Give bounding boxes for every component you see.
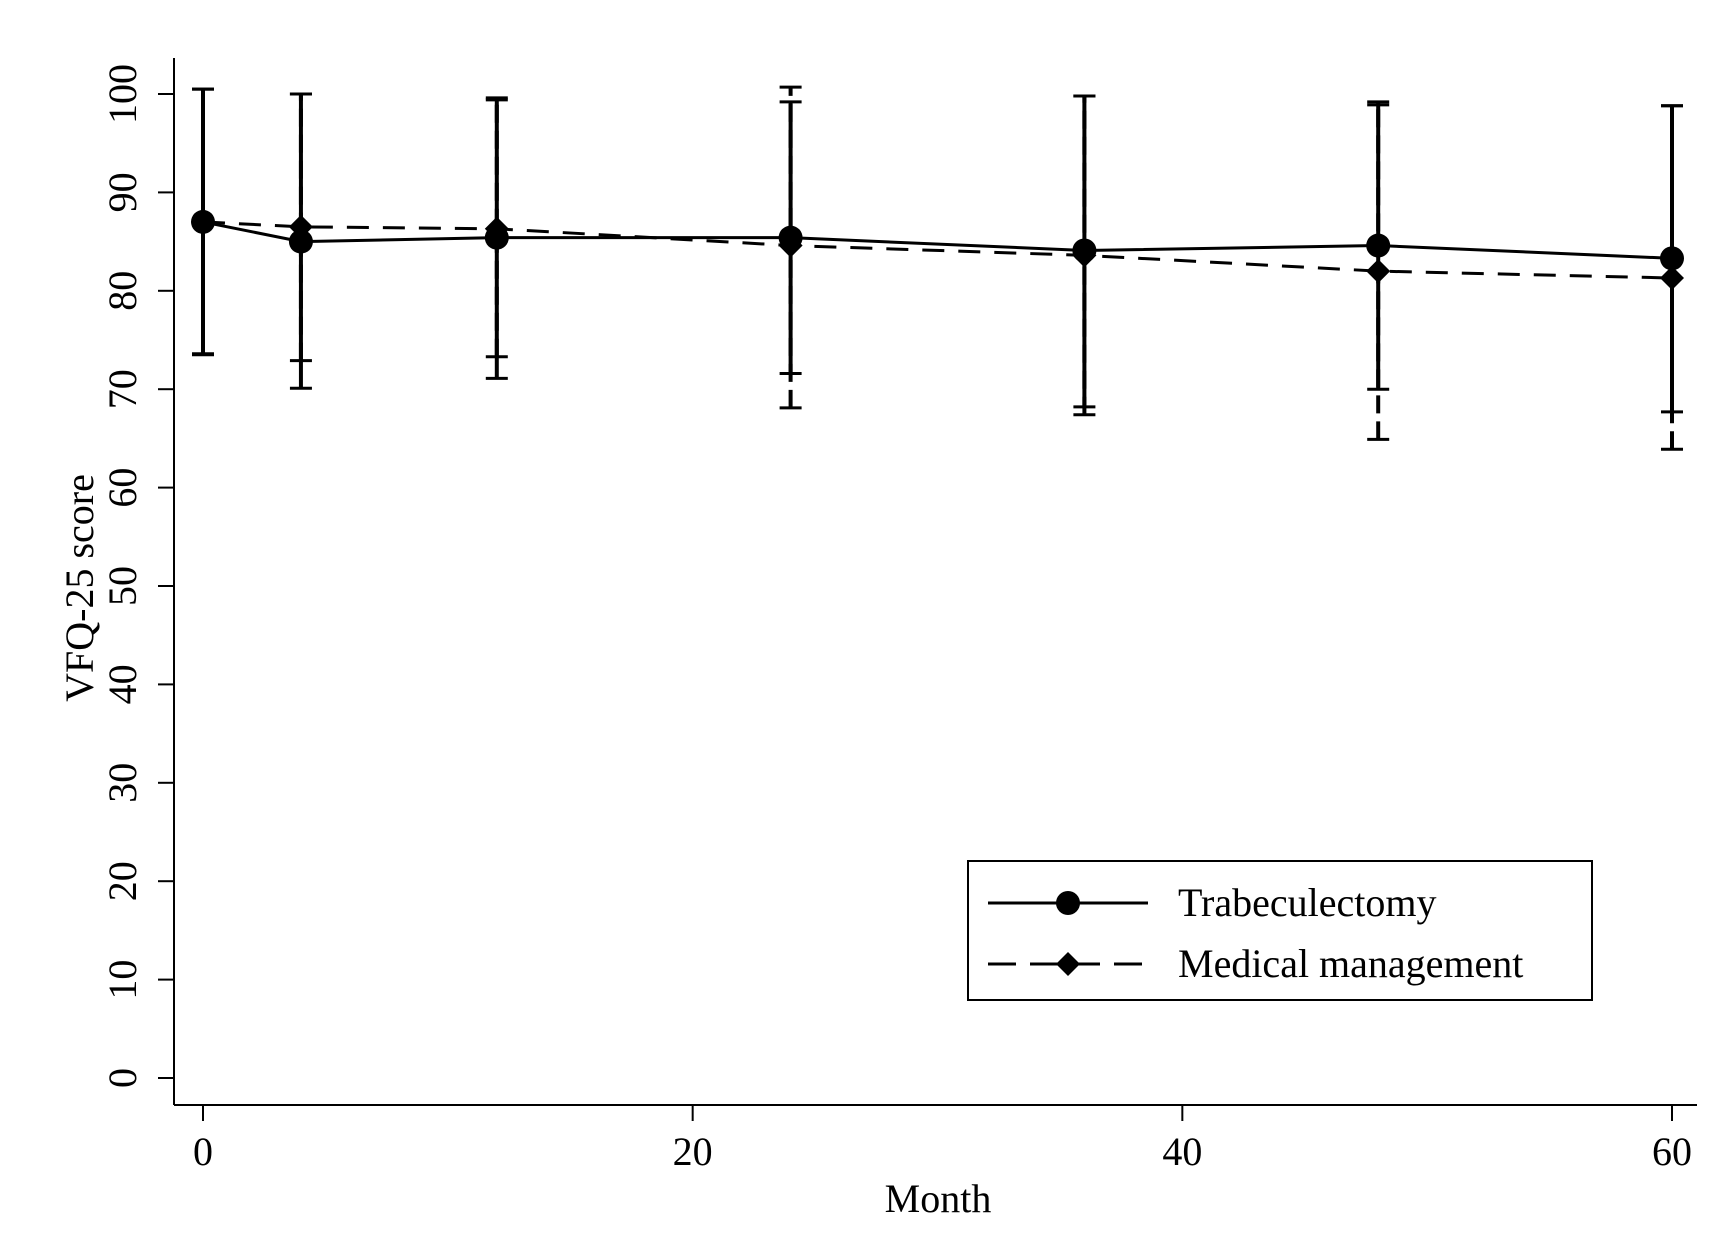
legend-swatch-marker bbox=[1056, 891, 1080, 915]
axes: 0 10 20 30 40 50 60 70 80 90 100 0 20 40 60 bbox=[100, 58, 1697, 1174]
legend-swatch-marker bbox=[1056, 952, 1080, 976]
x-tick-label: 20 bbox=[673, 1129, 713, 1174]
series-layer bbox=[191, 85, 1684, 451]
legend: Trabeculectomy Medical management bbox=[967, 860, 1593, 1001]
y-tick-label: 70 bbox=[100, 369, 145, 409]
y-tick-label: 90 bbox=[100, 172, 145, 212]
y-tick-label: 0 bbox=[100, 1068, 145, 1088]
y-tick-label: 60 bbox=[100, 468, 145, 508]
data-point bbox=[1660, 266, 1684, 291]
x-tick-label: 40 bbox=[1162, 1129, 1202, 1174]
legend-box bbox=[967, 860, 1593, 1001]
data-point bbox=[288, 214, 313, 239]
data-point bbox=[1366, 259, 1391, 284]
y-tick-label: 30 bbox=[100, 763, 145, 803]
data-point bbox=[191, 209, 215, 234]
legend-label: Trabeculectomy bbox=[1178, 880, 1436, 925]
y-tick-label: 10 bbox=[100, 960, 145, 1000]
data-point bbox=[778, 233, 803, 258]
y-tick-label: 100 bbox=[100, 64, 145, 124]
x-tick-label: 60 bbox=[1652, 1129, 1692, 1174]
data-point bbox=[484, 216, 509, 241]
x-axis-title: Month bbox=[885, 1176, 992, 1221]
y-axis-title: VFQ-25 score bbox=[57, 474, 102, 702]
data-point bbox=[1072, 243, 1097, 268]
y-tick-label: 20 bbox=[100, 861, 145, 901]
y-tick-label: 80 bbox=[100, 271, 145, 311]
x-tick-label: 0 bbox=[193, 1129, 213, 1174]
legend-label: Medical management bbox=[1178, 941, 1523, 986]
y-tick-label: 50 bbox=[100, 566, 145, 606]
y-tick-label: 40 bbox=[100, 664, 145, 704]
series-1 bbox=[191, 85, 1684, 451]
